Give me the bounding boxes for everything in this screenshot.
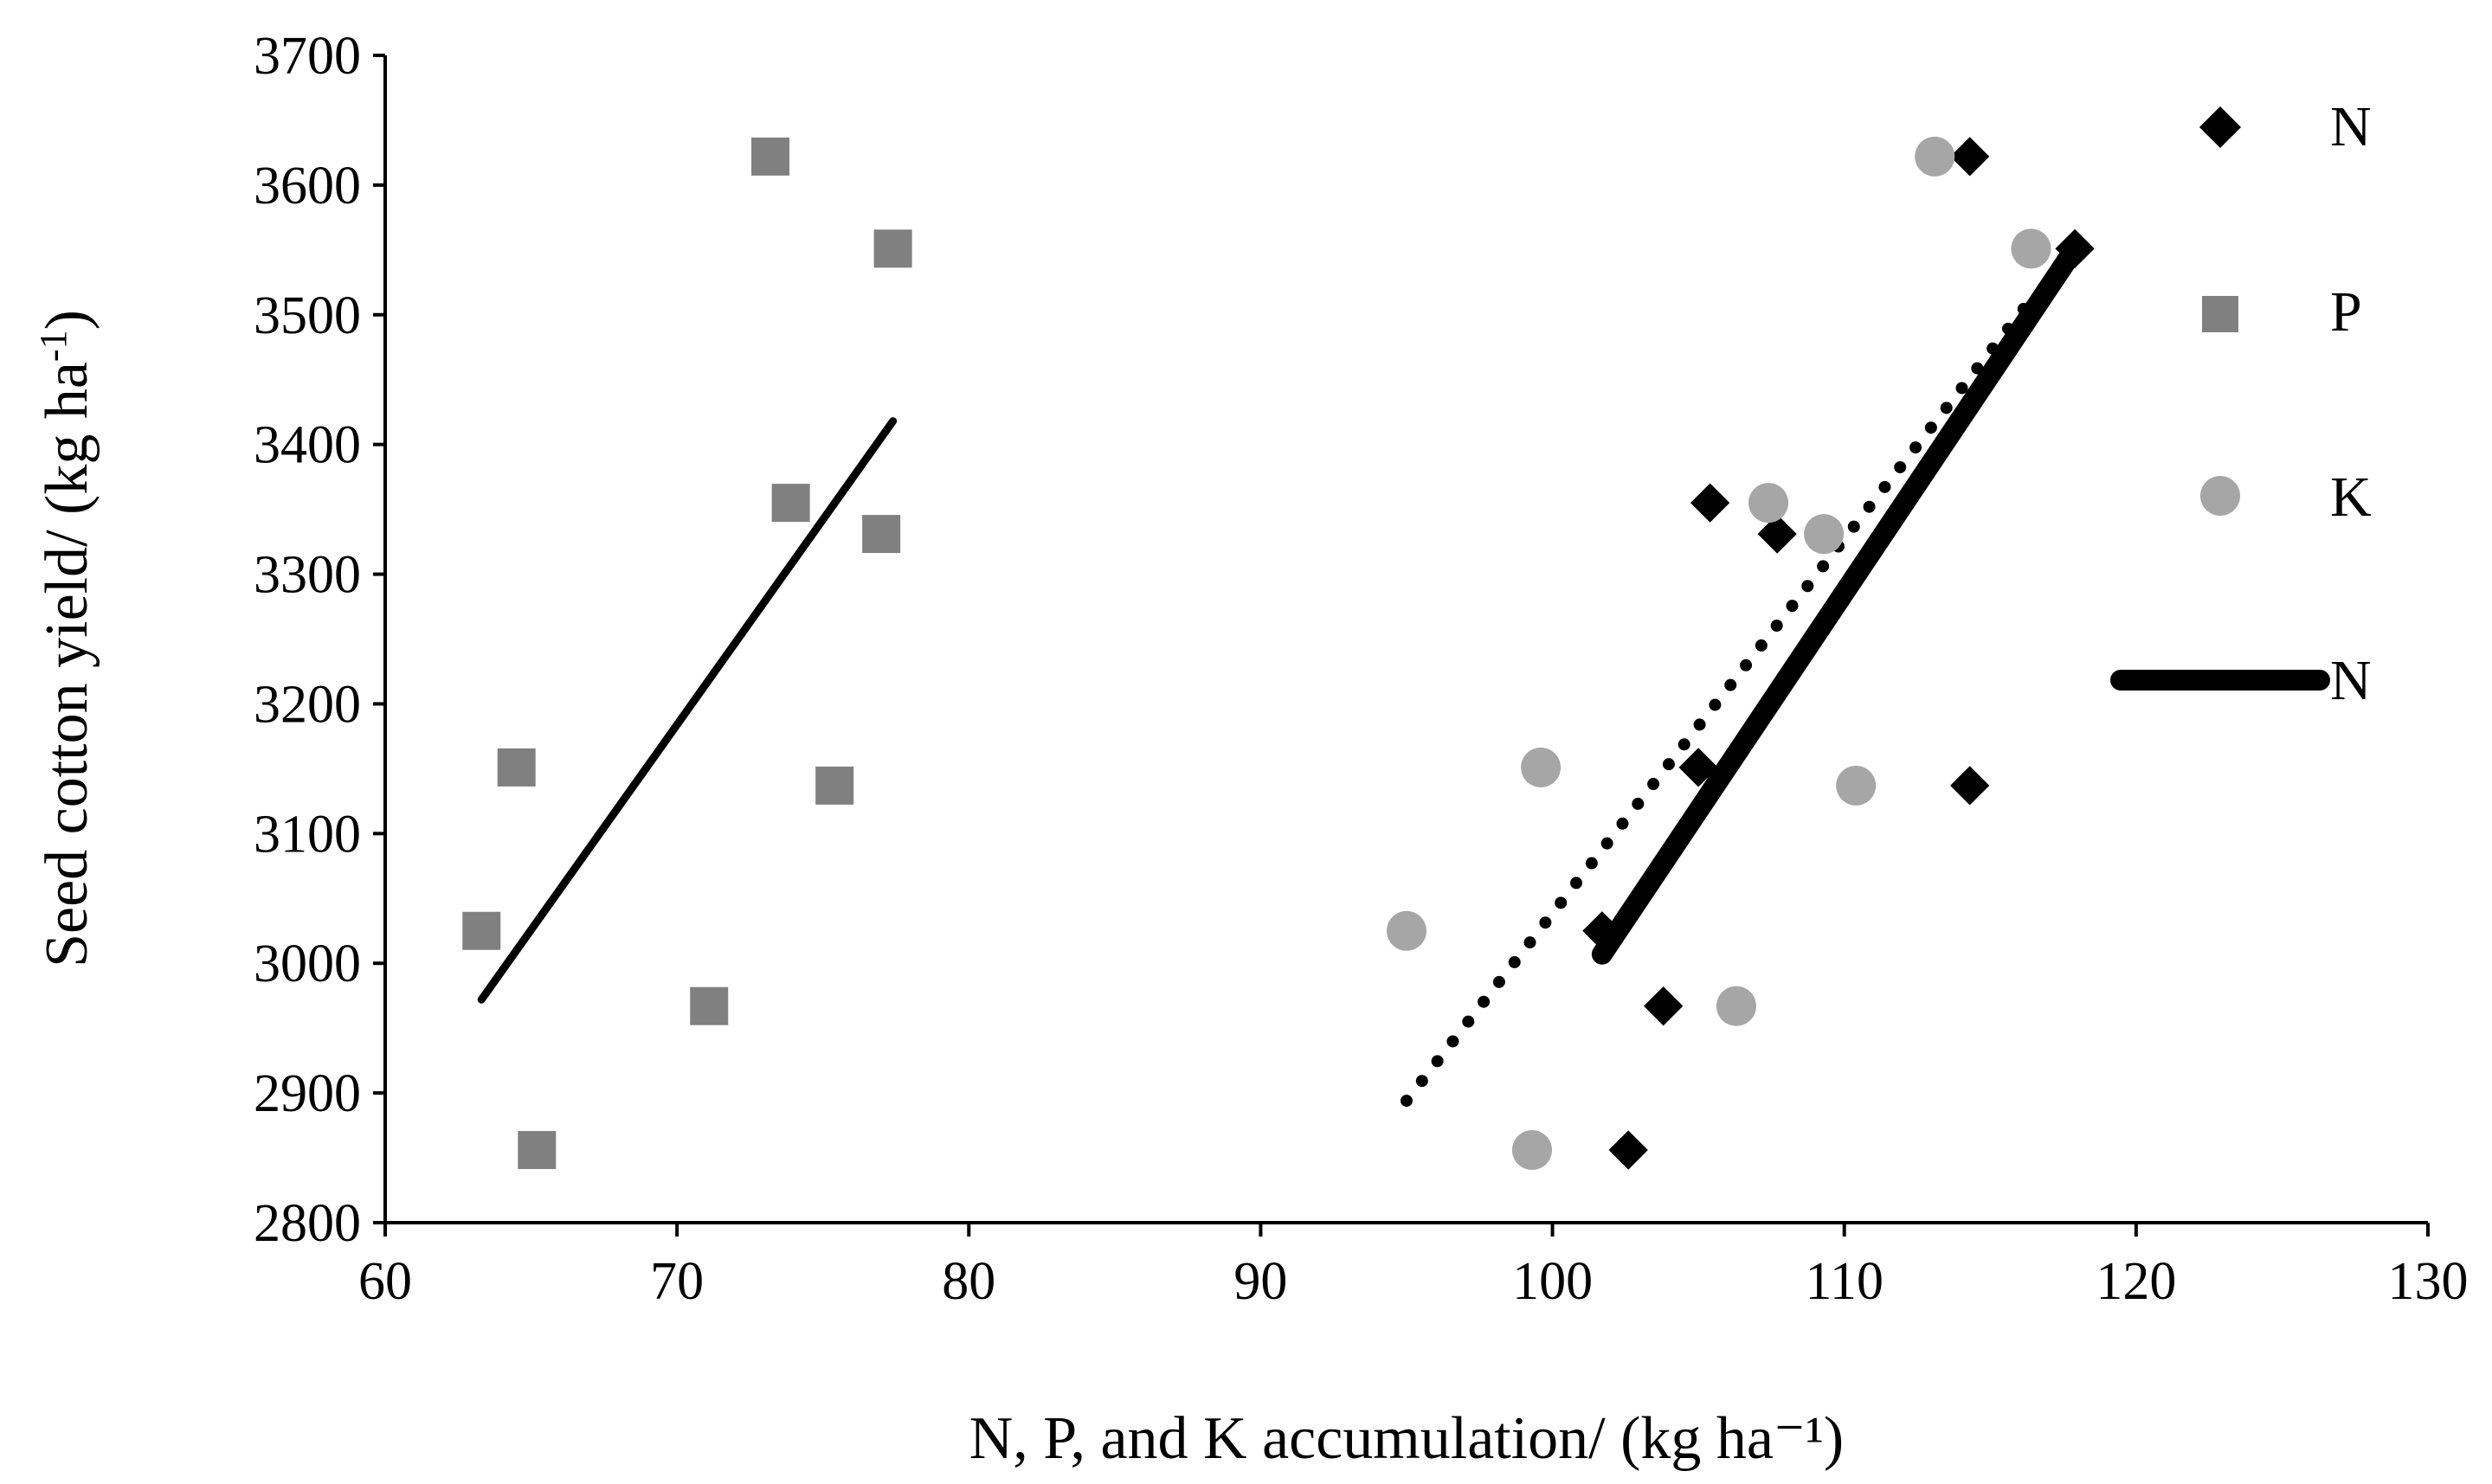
y-tick-label: 3100 bbox=[254, 805, 361, 864]
point-k bbox=[1387, 910, 1426, 951]
x-tick-label: 70 bbox=[650, 1252, 704, 1311]
legend-label-k: K bbox=[2330, 466, 2372, 529]
point-p bbox=[771, 484, 810, 523]
legend-square-icon bbox=[2202, 296, 2238, 332]
point-p bbox=[815, 766, 854, 805]
y-axis-title-end: ) bbox=[34, 310, 100, 330]
y-axis-title-sup: -1 bbox=[32, 330, 74, 362]
point-n bbox=[1582, 911, 1622, 951]
x-tick-label: 110 bbox=[1805, 1252, 1883, 1311]
point-k bbox=[1836, 765, 1877, 806]
point-k bbox=[1716, 986, 1756, 1026]
legend-item-p-marker: P bbox=[2202, 280, 2362, 344]
point-n bbox=[1690, 483, 1730, 523]
x-tick-label: 100 bbox=[1512, 1252, 1593, 1311]
point-k bbox=[1915, 136, 1955, 177]
trendline-k-trend bbox=[1401, 292, 2038, 1108]
point-n bbox=[1950, 137, 1990, 177]
point-p bbox=[751, 137, 790, 176]
legend-circle-icon bbox=[2200, 476, 2240, 516]
trendlines bbox=[477, 238, 2086, 1108]
point-p bbox=[497, 748, 536, 787]
y-axis-title-main: Seed cotton yield/ (kg ha bbox=[34, 362, 100, 967]
y-tick-label: 3600 bbox=[254, 157, 361, 215]
legend-label-n-line: N bbox=[2330, 649, 2372, 712]
trendline-p-trend bbox=[477, 417, 898, 1004]
y-tick-label: 3200 bbox=[254, 675, 361, 734]
point-p bbox=[690, 986, 729, 1025]
point-k bbox=[1521, 747, 1562, 787]
x-tick-label: 80 bbox=[942, 1252, 995, 1311]
point-n bbox=[1644, 986, 1684, 1026]
x-axis-title: N, P, and K accumulation/ (kg ha⁻¹) bbox=[969, 1405, 1845, 1472]
legend-label-n: N bbox=[2330, 95, 2372, 158]
y-axis-title: Seed cotton yield/ (kg ha-1) bbox=[32, 310, 101, 967]
trendline-n-trend bbox=[1591, 238, 2086, 965]
point-p bbox=[873, 229, 912, 268]
point-p bbox=[462, 911, 501, 950]
legend-item-n-line: N bbox=[2110, 649, 2372, 712]
y-tick-label: 3300 bbox=[254, 546, 361, 605]
legend-diamond-icon bbox=[2199, 106, 2242, 149]
point-k bbox=[1804, 514, 1845, 555]
y-tick-label: 2900 bbox=[254, 1064, 361, 1123]
y-tick-label: 3000 bbox=[254, 935, 361, 993]
y-tick-label: 3700 bbox=[254, 27, 361, 86]
axes bbox=[383, 55, 2428, 1224]
point-p bbox=[862, 515, 901, 554]
legend: N P K N bbox=[2110, 95, 2372, 712]
y-ticks: 2800 2900 3000 3100 3200 3300 3400 3500 3600 3700 bbox=[254, 27, 385, 1253]
x-tick-label: 90 bbox=[1233, 1252, 1287, 1311]
x-tick-label: 60 bbox=[358, 1252, 412, 1311]
y-tick-label: 3500 bbox=[254, 286, 361, 345]
legend-item-k-marker: K bbox=[2200, 466, 2372, 529]
x-ticks: 60 70 80 90 100 110 120 130 bbox=[358, 1223, 2469, 1311]
point-n bbox=[1757, 514, 1797, 554]
x-tick-label: 120 bbox=[2096, 1252, 2176, 1311]
point-k bbox=[2011, 228, 2051, 269]
data-points bbox=[462, 136, 2095, 1171]
legend-label-p: P bbox=[2330, 280, 2362, 344]
point-k bbox=[1511, 1130, 1552, 1171]
y-tick-label: 2800 bbox=[254, 1194, 361, 1253]
point-n bbox=[1950, 766, 1990, 806]
y-tick-label: 3400 bbox=[254, 416, 361, 475]
point-n bbox=[1678, 748, 1718, 787]
point-n bbox=[1608, 1130, 1648, 1170]
x-tick-label: 130 bbox=[2388, 1252, 2469, 1311]
point-k bbox=[1748, 483, 1789, 524]
legend-item-n-marker: N bbox=[2199, 95, 2372, 158]
point-p bbox=[518, 1131, 557, 1170]
